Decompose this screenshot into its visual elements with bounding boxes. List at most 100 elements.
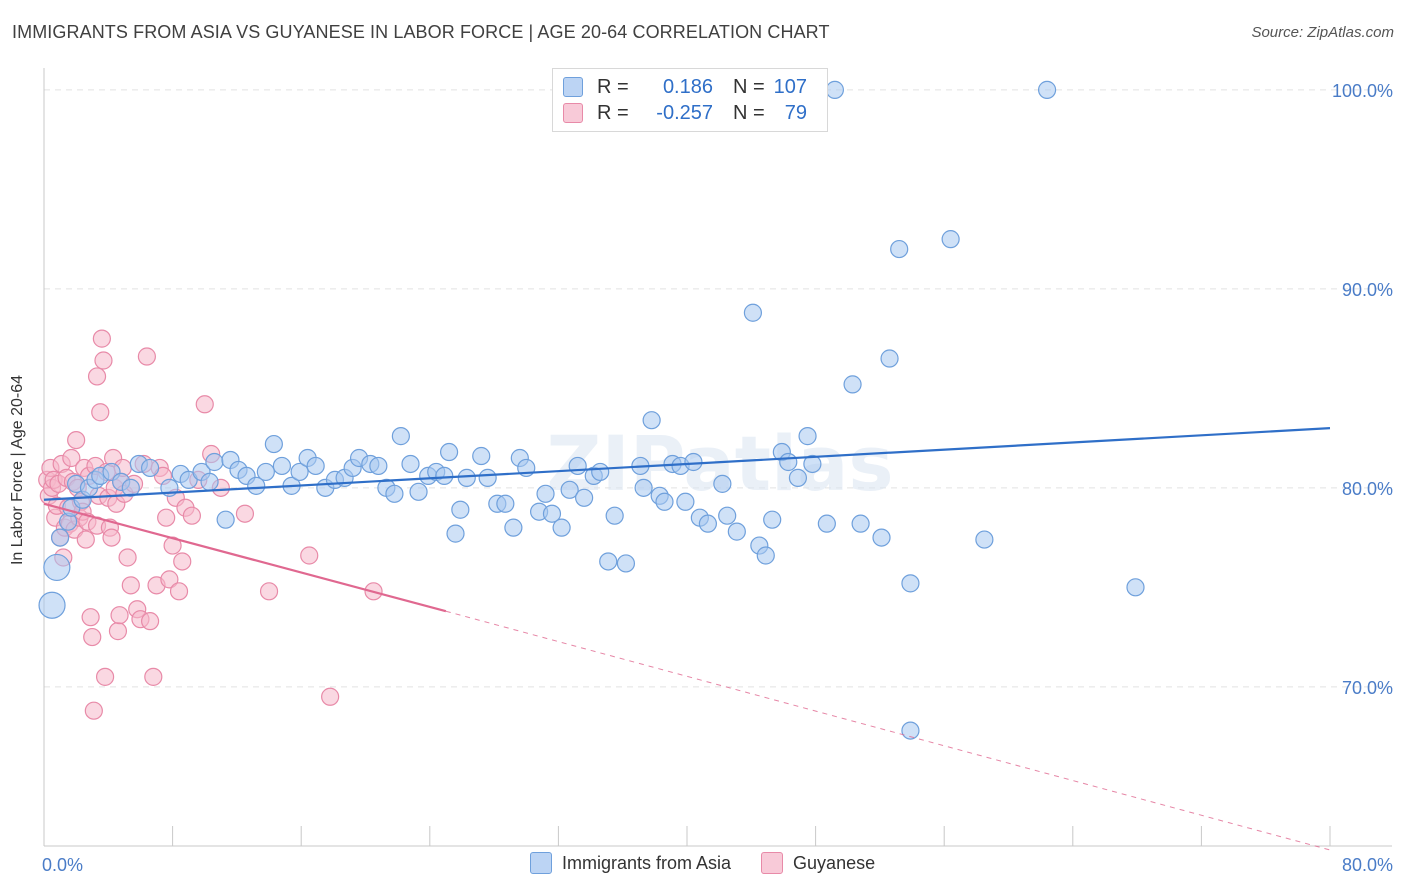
asia-point <box>409 482 428 501</box>
asia-point <box>552 518 571 537</box>
source-credit: Source: ZipAtlas.com <box>1251 24 1394 41</box>
y-axis-label: In Labor Force | Age 20-64 <box>9 374 26 566</box>
r-label: R = <box>597 101 629 124</box>
asia-point <box>803 454 822 474</box>
asia-point <box>385 484 404 503</box>
asia-swatch <box>563 77 583 97</box>
asia-point <box>825 80 844 99</box>
guyanese-r-value: -0.257 <box>656 101 713 124</box>
trend-lines <box>43 427 1331 851</box>
asia-point <box>616 554 636 573</box>
asia-point <box>560 480 579 499</box>
guyanese-point <box>102 528 121 547</box>
guyanese-point <box>235 504 255 523</box>
chart-title: IMMIGRANTS FROM ASIA VS GUYANESE IN LABO… <box>12 22 830 42</box>
asia-point <box>718 506 737 525</box>
axes <box>43 68 1392 847</box>
asia-point <box>272 456 292 476</box>
watermark-text: ZIPatlas <box>546 419 893 508</box>
guyanese-point <box>81 608 100 627</box>
legend-row-guyanese: R = -0.257 N = 79 <box>563 100 807 126</box>
guyanese-n-value: 79 <box>784 101 807 124</box>
asia-point <box>205 452 224 472</box>
asia-legend-label: Immigrants from Asia <box>562 852 732 873</box>
asia-point <box>634 478 653 497</box>
asia-point <box>43 553 71 582</box>
asia-point <box>642 411 661 430</box>
asia-point <box>890 239 909 259</box>
guyanese-point <box>300 546 319 565</box>
asia-point <box>290 462 309 482</box>
asia-point <box>763 510 782 529</box>
guyanese-point <box>84 701 103 720</box>
asia-point <box>478 468 497 487</box>
y-tick-label: 80.0% <box>1342 479 1393 499</box>
asia-point <box>446 524 465 543</box>
asia-point <box>216 510 235 529</box>
r-label: R = <box>597 75 629 98</box>
guyanese-point <box>160 570 179 589</box>
asia-point <box>901 721 920 740</box>
asia-point <box>472 446 491 466</box>
guyanese-point <box>110 606 129 625</box>
asia-point <box>435 466 454 486</box>
guyanese-point <box>195 395 214 414</box>
guyanese-point <box>118 548 137 567</box>
asia-trend-line <box>43 427 1331 501</box>
guyanese-point <box>87 367 107 386</box>
asia-point <box>542 504 562 523</box>
guyanese-point <box>144 667 163 686</box>
asia-point <box>605 506 624 525</box>
asia-point <box>901 574 920 593</box>
asia-point <box>504 518 523 537</box>
asia-point <box>536 484 555 503</box>
asia-point <box>698 514 717 533</box>
grid-lines <box>44 89 1392 688</box>
asia-point <box>591 462 610 482</box>
asia-point <box>457 468 476 487</box>
guyanese-points <box>38 329 383 720</box>
asia-legend-swatch <box>530 852 552 874</box>
guyanese-point <box>321 687 340 706</box>
guyanese-point <box>67 430 86 450</box>
legend-item-guyanese: Guyanese <box>761 852 875 874</box>
asia-point <box>50 528 70 547</box>
asia-point <box>743 303 763 322</box>
asia-point <box>575 488 594 507</box>
asia-point <box>684 452 703 472</box>
guyanese-legend-label: Guyanese <box>793 852 876 873</box>
guyanese-legend-swatch <box>761 852 784 874</box>
guyanese-point <box>157 508 176 527</box>
x-tick-labels: 0.0% 80.0% <box>42 855 1393 875</box>
guyanese-point <box>76 530 95 549</box>
asia-point <box>655 492 674 511</box>
asia-point <box>756 546 775 565</box>
asia-point <box>391 427 410 446</box>
guyanese-point <box>62 448 81 468</box>
asia-point <box>599 552 618 571</box>
asia-point <box>788 468 808 487</box>
guyanese-point <box>140 612 160 631</box>
guyanese-trend-extension <box>445 610 1331 851</box>
asia-point <box>851 514 870 533</box>
guyanese-trend-line <box>43 502 447 613</box>
asia-point <box>256 462 275 482</box>
guyanese-point <box>83 627 102 647</box>
asia-point <box>880 349 899 368</box>
guyanese-point <box>108 622 128 641</box>
asia-point <box>439 442 459 462</box>
guyanese-point <box>92 329 111 348</box>
y-tick-label: 100.0% <box>1332 81 1393 101</box>
asia-point <box>975 530 994 549</box>
asia-point <box>817 514 836 533</box>
guyanese-point <box>169 582 189 601</box>
asia-point <box>451 500 470 519</box>
guyanese-point <box>91 403 110 422</box>
asia-point <box>264 434 283 454</box>
y-tick-labels: 70.0% 80.0% 90.0% 100.0% <box>1332 81 1393 698</box>
legend-item-asia: Immigrants from Asia <box>530 852 731 874</box>
asia-point <box>401 454 420 474</box>
asia-point <box>1037 80 1057 99</box>
asia-point <box>247 476 266 495</box>
